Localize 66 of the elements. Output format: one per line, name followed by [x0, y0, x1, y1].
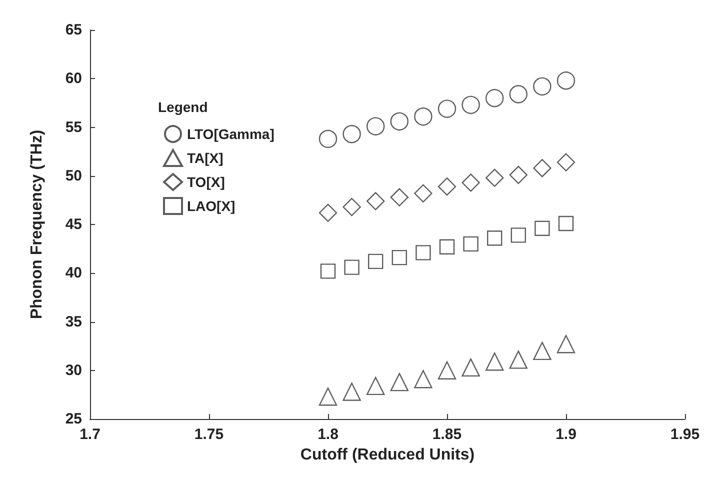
- point: [533, 342, 552, 360]
- y-tick-label: 35: [65, 313, 82, 330]
- point: [462, 174, 480, 192]
- point: [366, 117, 385, 136]
- point: [318, 130, 338, 148]
- x-tick-label: 1.9: [556, 426, 576, 443]
- point: [556, 71, 576, 90]
- y-tick-label: 45: [65, 216, 82, 233]
- x-tick-label: 1.85: [432, 426, 462, 443]
- point: [416, 245, 431, 260]
- point: [486, 88, 504, 108]
- point: [556, 335, 576, 354]
- y-tick-label: 50: [65, 167, 82, 184]
- point: [392, 250, 407, 266]
- point: [462, 358, 480, 377]
- point: [534, 220, 550, 236]
- point: [487, 230, 502, 246]
- y-tick-label: 40: [65, 264, 82, 282]
- legend-label: LTO[Gamma]: [187, 126, 274, 142]
- point: [510, 228, 526, 243]
- x-tick-label: 1.8: [318, 426, 338, 443]
- point: [486, 352, 504, 371]
- point: [320, 264, 336, 279]
- point: [462, 96, 480, 114]
- point: [390, 112, 408, 131]
- point: [390, 188, 408, 206]
- point: [558, 216, 574, 232]
- x-tick-label: 1.75: [194, 426, 224, 443]
- point: [318, 204, 338, 222]
- legend-label: TA[X]: [187, 150, 224, 166]
- point: [438, 361, 456, 380]
- point: [509, 166, 528, 184]
- y-tick-label: 30: [65, 362, 82, 379]
- y-tick-label: 55: [65, 118, 82, 136]
- legend-title: Legend: [158, 99, 208, 115]
- point: [509, 85, 528, 104]
- point: [438, 100, 456, 118]
- y-tick-label: 60: [65, 70, 82, 88]
- point: [439, 239, 455, 254]
- point: [509, 350, 528, 369]
- point: [463, 236, 478, 252]
- point: [414, 107, 432, 126]
- point: [390, 372, 408, 392]
- point: [366, 376, 385, 396]
- legend-label: TO[X]: [187, 174, 225, 190]
- point: [366, 192, 385, 210]
- x-tick-label: 1.7: [80, 426, 100, 443]
- legend-label: LAO[X]: [187, 198, 236, 214]
- x-axis-title: Cutoff (Reduced Units): [300, 446, 475, 464]
- point: [344, 260, 360, 275]
- y-axis-title: Phonon Frequency (THz): [28, 130, 46, 320]
- point: [438, 177, 456, 196]
- point: [533, 158, 552, 178]
- point: [486, 168, 504, 187]
- x-tick-label: 1.95: [670, 426, 700, 443]
- point: [533, 77, 552, 96]
- point: [318, 388, 338, 406]
- point: [368, 254, 384, 270]
- y-tick-label: 65: [65, 22, 82, 38]
- point: [414, 370, 432, 388]
- point: [342, 382, 361, 401]
- point: [342, 198, 361, 216]
- point: [342, 124, 361, 144]
- y-tick-label: 25: [65, 410, 82, 428]
- point: [414, 184, 432, 202]
- point: [556, 153, 576, 172]
